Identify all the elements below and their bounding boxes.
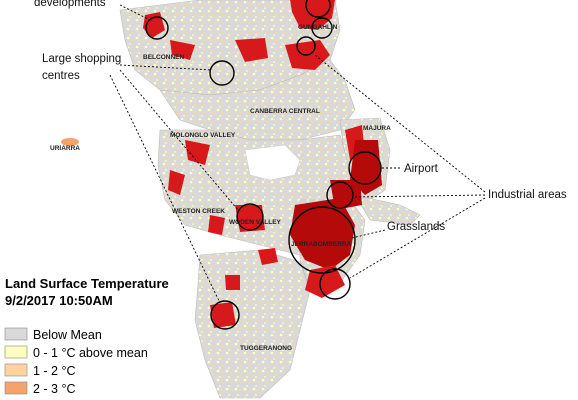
annotation-new-developments: developments: [34, 0, 106, 9]
legend-swatch-2-3: [4, 381, 28, 395]
label-weston-creek: WESTON CREEK: [172, 208, 225, 215]
annotation-lines: [109, 4, 486, 304]
label-uriarra: URIARRA: [50, 145, 80, 152]
circle-gungahlin-dev: [305, 0, 331, 18]
circle-belconnen-dev: [145, 16, 169, 40]
annotation-industrial: Industrial areas: [488, 189, 567, 201]
legend-label-below-mean: Below Mean: [33, 328, 102, 342]
circle-belconnen-shop: [209, 60, 235, 86]
circle-gungahlin-3: [296, 36, 316, 56]
annotation-shopping-line1: Large shopping: [42, 53, 121, 65]
tuggeranong-area: [194, 249, 311, 399]
circle-tuggeranong-shop: [210, 300, 240, 330]
circle-grasslands: [288, 206, 356, 274]
circle-industrial-1: [326, 181, 354, 209]
legend-title-line2: 9/2/2017 10:50AM: [5, 293, 113, 308]
annotation-shopping-line2: centres: [42, 70, 80, 82]
circle-industrial-2: [319, 268, 351, 300]
annotation-grasslands: Grasslands: [387, 221, 445, 233]
label-tuggeranong: TUGGERANONG: [240, 345, 292, 352]
hot-zones: [143, 0, 382, 328]
label-belconnen: BELCONNEN: [143, 54, 184, 61]
legend-swatch-0-1: [4, 345, 28, 359]
label-molonglo: MOLONGLO VALLEY: [170, 132, 236, 139]
label-woden: WODEN VALLEY: [229, 219, 282, 226]
circle-gungahlin-2: [311, 17, 333, 39]
annotation-airport: Airport: [404, 163, 439, 175]
circle-woden-shop: [236, 203, 264, 231]
label-jerrabomberra: JERRABOMBERRA: [291, 241, 352, 248]
legend-title-line1: Land Surface Temperature: [5, 276, 169, 291]
label-majura: MAJURA: [363, 125, 391, 132]
legend-label-2-3: 2 - 3 °C: [33, 382, 76, 396]
circle-airport: [348, 151, 382, 185]
legend: Land Surface Temperature 9/2/2017 10:50A…: [4, 276, 169, 396]
lake: [244, 144, 301, 181]
legend-swatch-below-mean: [4, 327, 28, 341]
label-gungahlin: GUNGAHLIN: [298, 24, 338, 31]
uriarra-patch: [61, 138, 79, 146]
legend-label-1-2: 1 - 2 °C: [33, 364, 76, 378]
label-canberra-central: CANBERRA CENTRAL: [250, 108, 320, 115]
legend-label-0-1: 0 - 1 °C above mean: [33, 346, 148, 360]
east-strip: [354, 194, 421, 226]
annotation-circles: [145, 0, 382, 330]
legend-swatch-1-2: [4, 363, 28, 377]
